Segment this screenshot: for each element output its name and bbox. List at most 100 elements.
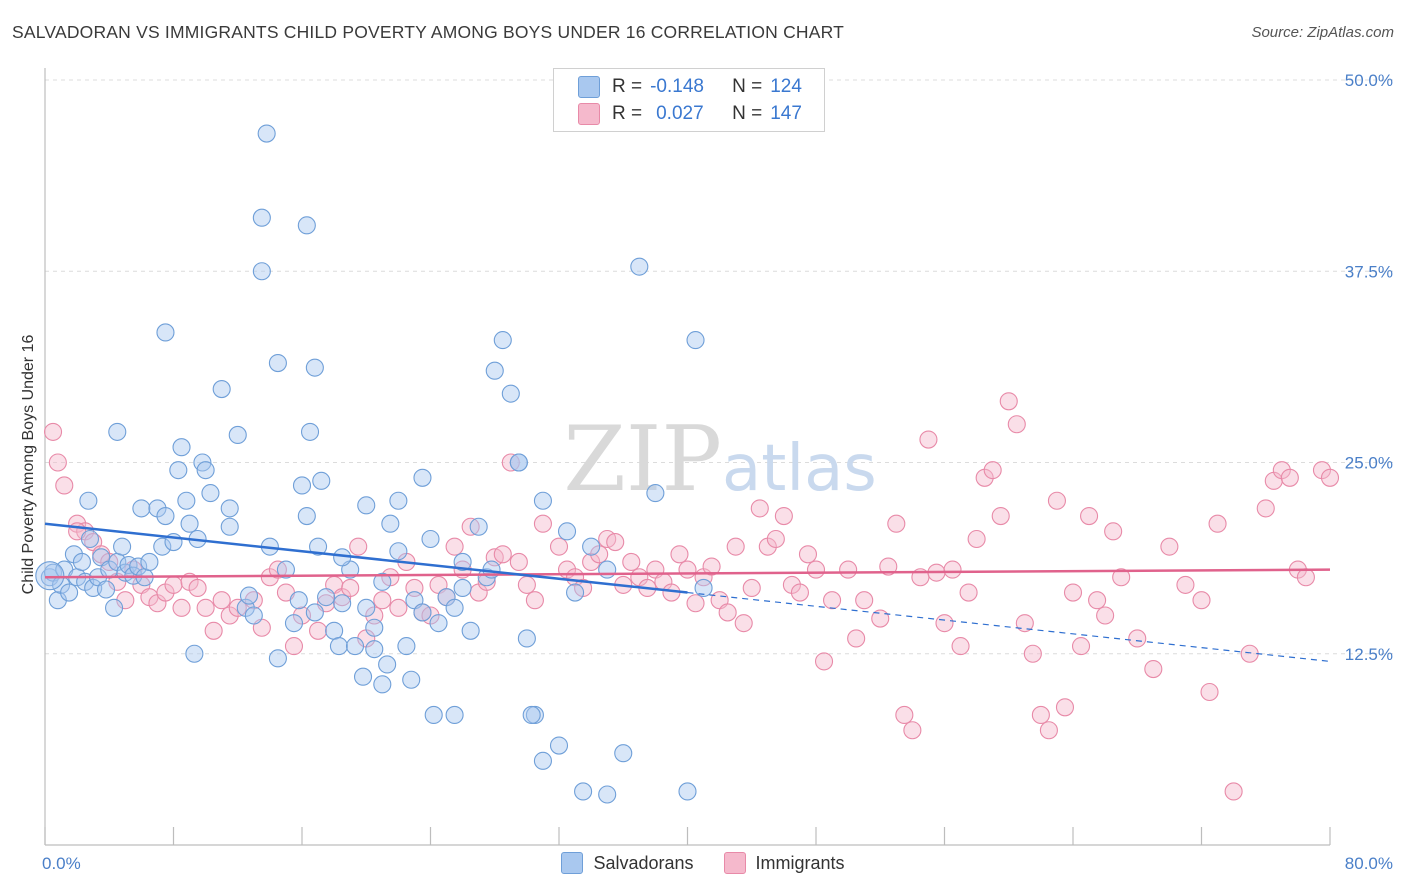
immigrants-point bbox=[1296, 568, 1315, 587]
immigrants-point bbox=[702, 557, 721, 576]
immigrants-point bbox=[1224, 782, 1243, 801]
immigrants-point bbox=[1063, 583, 1083, 602]
salvadorans-point bbox=[239, 586, 259, 605]
salvadorans-point bbox=[228, 425, 247, 445]
trend-lines bbox=[44, 522, 1331, 662]
salvadorans-legend-swatch bbox=[561, 852, 584, 874]
immigrants-point bbox=[1256, 499, 1275, 518]
immigrants-point bbox=[670, 545, 689, 564]
salvadorans-point bbox=[196, 461, 215, 480]
salvadorans-points bbox=[35, 124, 713, 804]
salvadorans-point bbox=[445, 598, 464, 617]
salvadorans-point bbox=[268, 649, 287, 668]
salvadorans-point bbox=[522, 705, 541, 725]
immigrants-point bbox=[1096, 606, 1115, 625]
salvadorans-point bbox=[305, 358, 324, 377]
immigrants-point bbox=[517, 575, 536, 594]
immigrants-point bbox=[389, 598, 408, 617]
watermark: ZIPatlas bbox=[563, 407, 876, 512]
salvadorans-point bbox=[345, 637, 365, 656]
salvadorans-point bbox=[557, 522, 577, 541]
immigrants-point bbox=[1160, 537, 1179, 556]
immigrants-point bbox=[172, 598, 191, 617]
immigrants-legend-label: Immigrants bbox=[755, 852, 845, 873]
salvadorans-legend-label: Salvadorans bbox=[593, 852, 694, 873]
salvadorans-point bbox=[574, 782, 593, 801]
immigrants-point bbox=[1047, 491, 1066, 510]
immigrants-point bbox=[943, 560, 962, 579]
immigrants-point bbox=[798, 545, 818, 564]
salvadorans-point bbox=[517, 629, 536, 648]
immigrants-point bbox=[871, 609, 890, 628]
x-tick-label-min: 0.0% bbox=[42, 854, 81, 873]
legend-item-salvadorans[interactable]: Salvadorans bbox=[561, 852, 694, 874]
salvadorans-point bbox=[549, 736, 569, 755]
immigrants-point bbox=[1007, 415, 1026, 434]
legend-item-immigrants[interactable]: Immigrants bbox=[723, 852, 845, 874]
salvadorans-point bbox=[694, 578, 713, 598]
salvadorans-point bbox=[493, 331, 512, 350]
immigrants-point bbox=[445, 537, 464, 556]
salvadorans-point bbox=[169, 461, 188, 480]
immigrants-point bbox=[1144, 659, 1163, 679]
salvadorans-point bbox=[598, 560, 617, 579]
salvadorans-point bbox=[389, 542, 408, 561]
immigrants-point bbox=[935, 614, 954, 633]
salvadorans-point bbox=[252, 262, 271, 281]
immigrants-point bbox=[967, 529, 986, 549]
immigrants-point bbox=[1200, 682, 1219, 702]
salvadorans-point bbox=[79, 491, 98, 510]
salvadorans-point bbox=[220, 517, 239, 536]
n-value: 124 bbox=[770, 76, 802, 97]
immigrants-point bbox=[855, 591, 874, 610]
immigrants-point bbox=[1280, 468, 1299, 487]
immigrants-point bbox=[606, 533, 625, 552]
salvadorans-point bbox=[469, 517, 488, 536]
r-value: -0.148 bbox=[650, 76, 704, 97]
x-tick-label-max: 80.0% bbox=[1345, 854, 1393, 873]
salvadorans-point bbox=[156, 506, 175, 526]
salvadorans-point bbox=[357, 496, 376, 515]
immigrants-point bbox=[839, 560, 858, 579]
salvadorans-point bbox=[292, 476, 312, 495]
immigrants-point bbox=[48, 453, 67, 472]
salvadorans-point bbox=[309, 537, 328, 556]
salvadorans-point bbox=[686, 331, 705, 350]
salvadorans-point bbox=[402, 670, 421, 689]
r-value: 0.027 bbox=[656, 103, 704, 124]
immigrants-point bbox=[1039, 721, 1058, 740]
salvadorans-point bbox=[244, 606, 263, 625]
salvadorans-point bbox=[257, 124, 276, 143]
salvadorans-point bbox=[212, 380, 231, 399]
legend-row-salvadorans: R = -0.148 N = 124 bbox=[578, 75, 802, 99]
salvadorans-point bbox=[129, 557, 148, 576]
immigrants-trend-line bbox=[44, 568, 1331, 579]
salvadorans-point bbox=[614, 744, 633, 763]
n-label: N = bbox=[732, 103, 763, 124]
salvadorans-point bbox=[297, 216, 316, 235]
salvadorans-point bbox=[413, 603, 432, 622]
immigrants-point bbox=[1088, 591, 1107, 610]
salvadorans-point bbox=[381, 514, 400, 533]
immigrants-point bbox=[525, 591, 544, 610]
immigrants-point bbox=[1104, 522, 1123, 541]
immigrants-point bbox=[991, 506, 1010, 526]
salvadorans-point bbox=[180, 514, 199, 533]
salvadorans-point bbox=[429, 614, 448, 633]
salvadorans-point bbox=[453, 578, 472, 598]
immigrants-point bbox=[766, 529, 785, 549]
legend-row-immigrants: R = 0.027 N = 147 bbox=[578, 102, 802, 126]
immigrants-point bbox=[999, 392, 1018, 411]
immigrants-point bbox=[951, 637, 970, 656]
salvadorans-point bbox=[177, 491, 196, 510]
salvadorans-point bbox=[389, 491, 408, 510]
chart-source: Source: ZipAtlas.com bbox=[1251, 24, 1394, 41]
y-tick-label: 12.5% bbox=[1345, 645, 1393, 664]
salvadorans-swatch bbox=[578, 76, 600, 98]
immigrants-point bbox=[774, 506, 793, 526]
immigrants-point bbox=[879, 557, 898, 576]
y-tick-label: 50.0% bbox=[1345, 71, 1393, 90]
salvadorans-point bbox=[172, 438, 191, 457]
salvadorans-point bbox=[646, 484, 665, 503]
salvadorans-point bbox=[630, 257, 649, 276]
